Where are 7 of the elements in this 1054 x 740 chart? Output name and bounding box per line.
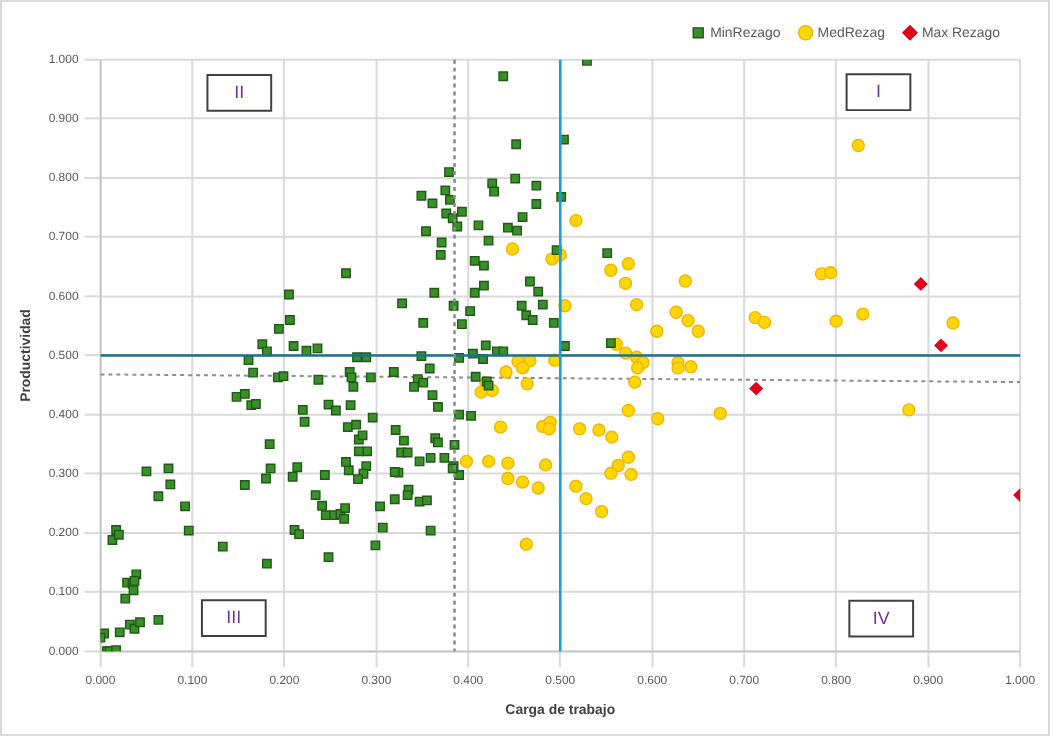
annotation: II xyxy=(234,81,245,102)
point xyxy=(914,277,928,291)
annotation: IV xyxy=(872,607,890,628)
annotation: III xyxy=(226,607,242,628)
point xyxy=(749,381,763,396)
point xyxy=(934,338,948,353)
annotation: I xyxy=(875,81,881,102)
